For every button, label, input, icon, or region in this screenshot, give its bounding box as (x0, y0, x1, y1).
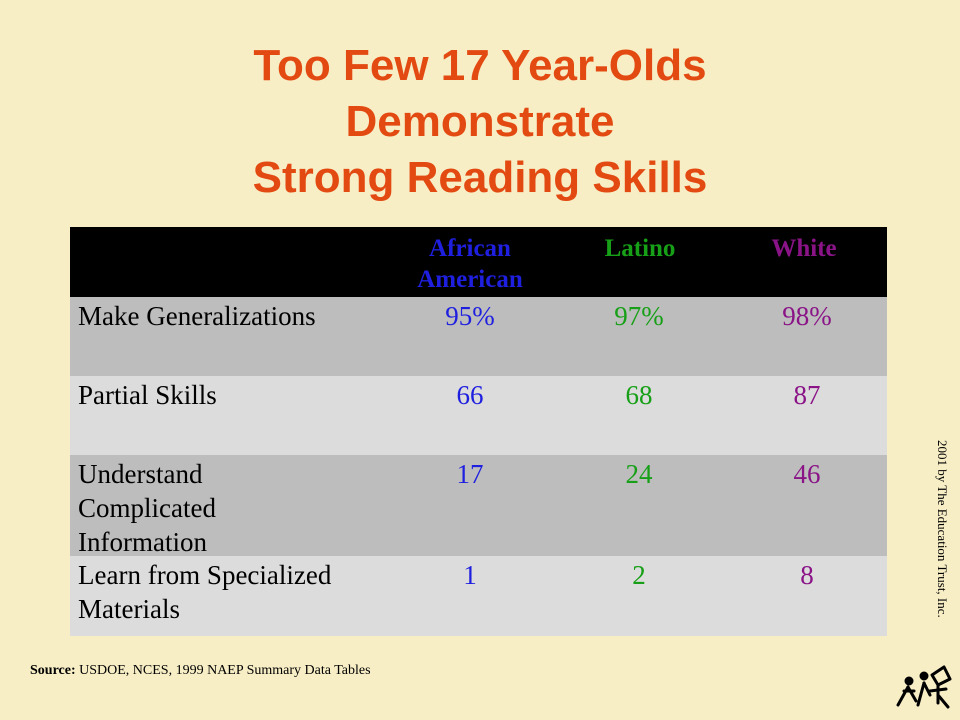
copyright-notice: 2001 by The Education Trust, Inc. (935, 440, 950, 618)
cell-african-american: 17 (456, 459, 484, 489)
table-row: Learn from Specialized Materials 1 2 8 (70, 556, 887, 636)
table-row: Understand Complicated Information 17 24… (70, 455, 887, 557)
cell-white: 46 (793, 459, 821, 489)
row-label: Understand Complicated Information (78, 459, 216, 557)
cell-latino: 2 (632, 560, 646, 590)
title-line-1: Too Few 17 Year-Olds (253, 41, 707, 90)
title-line-3: Strong Reading Skills (252, 153, 708, 202)
cell-latino: 97% (614, 301, 664, 331)
source-note: Source: USDOE, NCES, 1999 NAEP Summary D… (30, 663, 371, 679)
column-header-african-american: African American (417, 235, 523, 293)
table-row: Partial Skills 66 68 87 (70, 376, 887, 455)
source-label: Source: (30, 663, 76, 678)
reading-skills-table: African American Latino White Make Gener… (70, 227, 887, 636)
row-label: Learn from Specialized Materials (78, 560, 332, 624)
row-label: Partial Skills (78, 380, 217, 410)
cell-latino: 68 (625, 380, 653, 410)
cell-african-american: 66 (456, 380, 484, 410)
column-header-white: White (771, 235, 837, 262)
table-row: Make Generalizations 95% 97% 98% (70, 297, 887, 376)
table-header-row: African American Latino White (70, 227, 887, 297)
cell-white: 8 (800, 560, 814, 590)
cell-latino: 24 (625, 459, 653, 489)
cell-white: 98% (782, 301, 832, 331)
title-line-2: Demonstrate (345, 97, 615, 146)
education-trust-logo-icon (896, 665, 952, 709)
cell-african-american: 1 (463, 560, 477, 590)
slide-title: Too Few 17 Year-Olds Demonstrate Strong … (60, 38, 900, 206)
cell-white: 87 (793, 380, 821, 410)
row-label: Make Generalizations (78, 301, 316, 331)
cell-african-american: 95% (445, 301, 495, 331)
source-text: USDOE, NCES, 1999 NAEP Summary Data Tabl… (79, 663, 371, 678)
column-header-latino: Latino (604, 235, 676, 262)
